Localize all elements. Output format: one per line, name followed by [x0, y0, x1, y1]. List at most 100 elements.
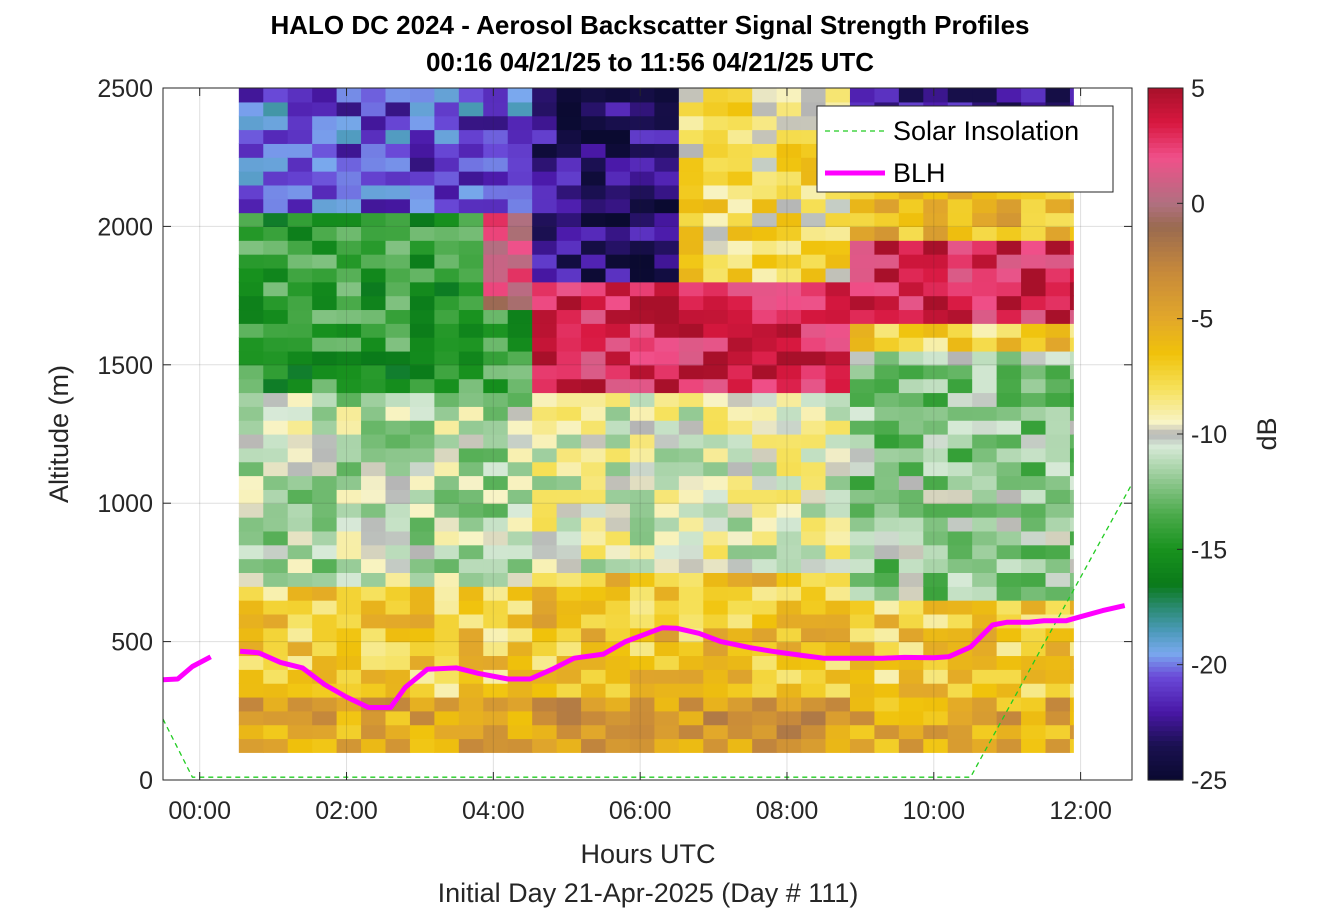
colorbar-segment [1148, 587, 1183, 593]
heatmap-cell [678, 475, 704, 490]
heatmap-cell [776, 710, 802, 726]
heatmap-cell [1045, 586, 1071, 601]
heatmap-cell [874, 434, 900, 449]
heatmap-cell [825, 254, 851, 269]
heatmap-cell [898, 267, 924, 283]
heatmap-cell [385, 710, 411, 726]
heatmap-cell [312, 171, 338, 186]
heatmap-cell [776, 558, 802, 573]
heatmap-cell [776, 738, 802, 753]
heatmap-cell [996, 434, 1022, 449]
heatmap-cell [483, 696, 509, 712]
heatmap-cell [409, 226, 435, 241]
heatmap-cell [801, 475, 827, 490]
colorbar-segment [1148, 112, 1183, 119]
colorbar-segment [1148, 374, 1183, 381]
heatmap-cell [654, 558, 680, 573]
heatmap-cell [507, 115, 533, 131]
heatmap-cell [947, 240, 973, 255]
heatmap-cell [312, 129, 338, 144]
heatmap-cell [1069, 378, 1074, 394]
heatmap-cell [532, 420, 558, 435]
heatmap-cell [556, 129, 582, 144]
heatmap-cell [752, 129, 778, 144]
heatmap-cell [458, 143, 484, 158]
heatmap-cell [849, 309, 876, 324]
heatmap-cell [532, 254, 558, 269]
heatmap-cell [629, 447, 656, 463]
heatmap-cell [312, 710, 338, 726]
heatmap-cell [898, 309, 924, 324]
heatmap-cell [507, 655, 533, 670]
heatmap-cell [361, 627, 387, 643]
heatmap-cell [385, 489, 411, 504]
colorbar-segment [1148, 720, 1183, 727]
heatmap-cell [605, 530, 631, 546]
heatmap-cell [238, 544, 264, 560]
heatmap-cell [849, 226, 876, 241]
heatmap-cell [507, 281, 533, 297]
heatmap-cell [1021, 517, 1047, 532]
heatmap-cell [1021, 309, 1047, 324]
heatmap-cell [947, 683, 973, 698]
heatmap-cell [703, 461, 729, 477]
heatmap-cell [312, 143, 338, 158]
heatmap-cell [727, 434, 753, 449]
heatmap-cell [703, 600, 729, 615]
heatmap-cell [654, 600, 680, 615]
heatmap-cell [263, 558, 289, 573]
heatmap-cell [361, 364, 387, 380]
heatmap-cell [629, 600, 656, 615]
heatmap-cell [849, 517, 876, 532]
heatmap-cell [849, 198, 876, 214]
heatmap-cell [703, 558, 729, 573]
heatmap-cell [898, 406, 924, 421]
heatmap-cell [581, 171, 607, 186]
heatmap-cell [923, 434, 949, 449]
heatmap-cell [532, 267, 558, 283]
heatmap-cell [654, 503, 680, 518]
heatmap-cell [361, 572, 387, 587]
heatmap-cell [898, 530, 924, 546]
heatmap-cell [898, 627, 924, 643]
heatmap-cell [972, 461, 998, 477]
heatmap-cell [581, 129, 607, 144]
heatmap-cell [947, 88, 973, 103]
heatmap-cell [605, 683, 631, 698]
heatmap-cell [1069, 600, 1074, 615]
heatmap-cell [776, 323, 802, 338]
heatmap-cell [776, 350, 802, 366]
heatmap-cell [556, 572, 582, 587]
heatmap-cell [801, 295, 827, 311]
colorbar: 50-5-10-15-20-25 [1147, 75, 1227, 795]
heatmap-cell [678, 724, 704, 740]
heatmap-cell [654, 461, 680, 477]
heatmap-cell [483, 323, 509, 338]
heatmap-cell [1069, 517, 1074, 532]
heatmap-cell [947, 420, 973, 435]
heatmap-cell [849, 544, 876, 560]
heatmap-cell [409, 88, 435, 103]
heatmap-cell [556, 489, 582, 504]
heatmap-cell [409, 323, 435, 338]
heatmap-cell [385, 309, 411, 324]
heatmap-cell [654, 738, 680, 753]
colorbar-segment [1148, 261, 1183, 267]
heatmap-cell [507, 420, 533, 435]
heatmap-cell [629, 489, 656, 504]
heatmap-cell [1021, 378, 1047, 394]
heatmap-cell [507, 240, 533, 255]
heatmap-cell [263, 696, 289, 712]
heatmap-cell [605, 198, 631, 214]
heatmap-cell [752, 655, 778, 670]
heatmap-cell [898, 558, 924, 573]
heatmap-cell [874, 88, 900, 103]
heatmap-cell [1069, 572, 1074, 587]
x-tick-label: 00:00 [168, 797, 231, 825]
heatmap-cell [654, 434, 680, 449]
heatmap-cell [1069, 710, 1074, 726]
heatmap-cell [629, 198, 656, 214]
heatmap-cell [605, 254, 631, 269]
colorbar-segment [1148, 320, 1183, 326]
heatmap-cell [263, 378, 289, 394]
